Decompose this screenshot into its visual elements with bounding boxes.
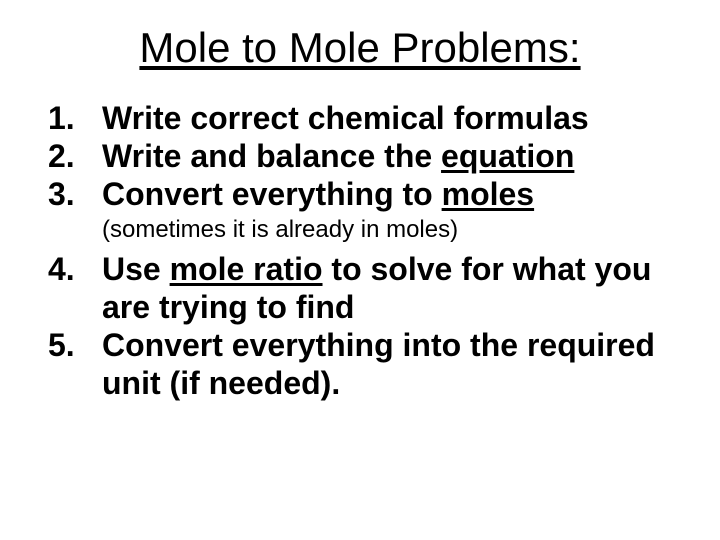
list-item: Write and balance the equation xyxy=(30,138,690,176)
item-subtext: (sometimes it is already in moles) xyxy=(102,215,690,245)
item-text: Write correct chemical formulas xyxy=(102,100,589,136)
list-item: Convert everything into the required uni… xyxy=(30,327,690,403)
item-underlined: equation xyxy=(441,138,574,174)
item-text-before: Convert everything to xyxy=(102,176,442,212)
list-item: Convert everything to moles (sometimes i… xyxy=(30,176,690,246)
item-underlined: mole ratio xyxy=(170,251,323,287)
item-text-before: Write and balance the xyxy=(102,138,441,174)
item-underlined: moles xyxy=(442,176,534,212)
list-item: Write correct chemical formulas xyxy=(30,100,690,138)
slide-title: Mole to Mole Problems: xyxy=(30,24,690,72)
list-item: Use mole ratio to solve for what you are… xyxy=(30,251,690,327)
steps-list: Write correct chemical formulas Write an… xyxy=(30,100,690,402)
item-text-before: Use xyxy=(102,251,170,287)
item-text: Convert everything into the required uni… xyxy=(102,327,655,401)
